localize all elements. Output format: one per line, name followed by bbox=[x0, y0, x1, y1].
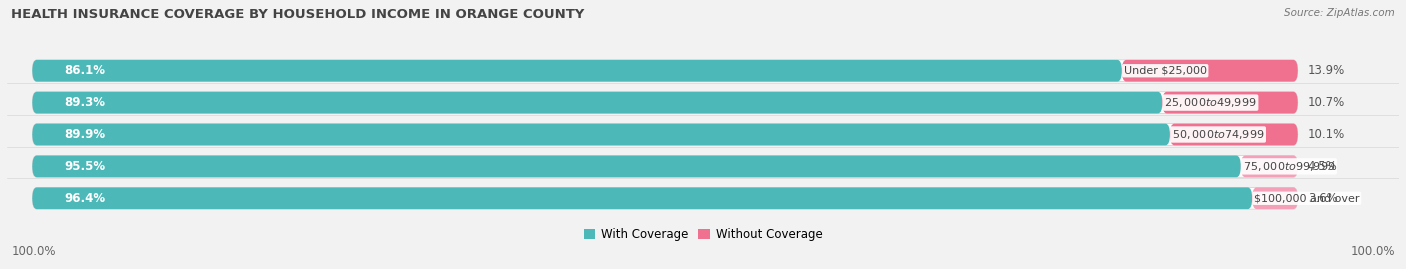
Text: 4.5%: 4.5% bbox=[1308, 160, 1337, 173]
Text: $25,000 to $49,999: $25,000 to $49,999 bbox=[1164, 96, 1257, 109]
Text: 100.0%: 100.0% bbox=[1350, 245, 1395, 258]
FancyBboxPatch shape bbox=[1240, 155, 1298, 177]
FancyBboxPatch shape bbox=[1163, 92, 1298, 114]
Text: $100,000 and over: $100,000 and over bbox=[1254, 193, 1360, 203]
Text: 89.3%: 89.3% bbox=[65, 96, 105, 109]
FancyBboxPatch shape bbox=[32, 60, 1298, 82]
Text: $50,000 to $74,999: $50,000 to $74,999 bbox=[1171, 128, 1264, 141]
Text: 10.7%: 10.7% bbox=[1308, 96, 1346, 109]
Text: 100.0%: 100.0% bbox=[11, 245, 56, 258]
FancyBboxPatch shape bbox=[32, 60, 1122, 82]
FancyBboxPatch shape bbox=[32, 92, 1163, 114]
Text: 3.6%: 3.6% bbox=[1308, 192, 1337, 205]
FancyBboxPatch shape bbox=[32, 187, 1298, 209]
Text: 95.5%: 95.5% bbox=[65, 160, 105, 173]
Legend: With Coverage, Without Coverage: With Coverage, Without Coverage bbox=[579, 223, 827, 246]
FancyBboxPatch shape bbox=[32, 155, 1240, 177]
FancyBboxPatch shape bbox=[32, 187, 1253, 209]
FancyBboxPatch shape bbox=[32, 124, 1170, 145]
Text: Under $25,000: Under $25,000 bbox=[1123, 66, 1206, 76]
Text: 10.1%: 10.1% bbox=[1308, 128, 1346, 141]
FancyBboxPatch shape bbox=[32, 124, 1298, 145]
FancyBboxPatch shape bbox=[32, 92, 1298, 114]
Text: 86.1%: 86.1% bbox=[65, 64, 105, 77]
Text: $75,000 to $99,999: $75,000 to $99,999 bbox=[1243, 160, 1336, 173]
Text: HEALTH INSURANCE COVERAGE BY HOUSEHOLD INCOME IN ORANGE COUNTY: HEALTH INSURANCE COVERAGE BY HOUSEHOLD I… bbox=[11, 8, 585, 21]
Text: 96.4%: 96.4% bbox=[65, 192, 105, 205]
FancyBboxPatch shape bbox=[1253, 187, 1298, 209]
Text: Source: ZipAtlas.com: Source: ZipAtlas.com bbox=[1284, 8, 1395, 18]
Text: 13.9%: 13.9% bbox=[1308, 64, 1346, 77]
Text: 89.9%: 89.9% bbox=[65, 128, 105, 141]
FancyBboxPatch shape bbox=[1170, 124, 1298, 145]
FancyBboxPatch shape bbox=[32, 155, 1298, 177]
FancyBboxPatch shape bbox=[1122, 60, 1298, 82]
